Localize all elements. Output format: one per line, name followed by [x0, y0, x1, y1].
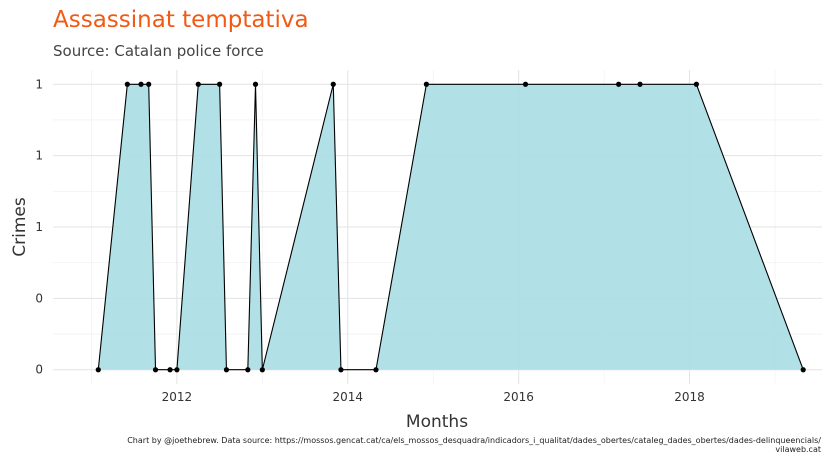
data-point — [195, 81, 201, 87]
data-point — [146, 81, 152, 87]
data-point — [800, 367, 806, 373]
data-point — [174, 367, 180, 373]
data-point — [124, 81, 130, 87]
x-tick-label: 2016 — [503, 390, 534, 404]
data-point — [616, 81, 622, 87]
data-point — [693, 81, 699, 87]
series-line — [97, 83, 804, 371]
y-tick-label: 1 — [35, 220, 43, 234]
y-axis-title: Crimes — [10, 197, 30, 257]
x-tick-labels: 2012 2014 2016 2018 — [162, 390, 705, 404]
data-point — [138, 81, 144, 87]
caption-site: vilaweb.cat — [775, 445, 821, 454]
chart-subtitle: Source: Catalan police force — [53, 42, 264, 60]
x-axis-title: Months — [406, 412, 468, 432]
data-point — [637, 81, 643, 87]
x-tick-label: 2018 — [674, 390, 705, 404]
data-point — [259, 367, 265, 373]
data-point — [223, 367, 230, 373]
points-layer — [95, 81, 806, 373]
y-tick-label: 0 — [35, 363, 43, 377]
y-tick-label: 1 — [35, 77, 43, 91]
data-point — [330, 81, 336, 87]
chart-title: Assassinat temptativa — [53, 7, 309, 33]
data-point — [423, 81, 429, 87]
data-point — [245, 367, 251, 373]
y-tick-labels: 0 0 1 1 1 — [35, 77, 43, 376]
data-point — [373, 367, 379, 373]
y-tick-label: 0 — [35, 291, 43, 305]
data-point — [522, 81, 529, 87]
x-tick-label: 2014 — [333, 390, 364, 404]
y-tick-label: 1 — [35, 149, 43, 163]
data-point — [95, 367, 101, 373]
chart-caption: Chart by @joethebrew. Data source: https… — [127, 436, 821, 454]
data-point — [152, 367, 159, 373]
caption-source: Chart by @joethebrew. Data source: https… — [127, 436, 821, 445]
area-layer — [97, 83, 804, 371]
data-point — [252, 81, 259, 87]
data-point — [167, 367, 173, 373]
area-fill — [98, 84, 804, 370]
x-tick-label: 2012 — [162, 390, 193, 404]
data-point — [217, 81, 223, 87]
data-point — [338, 367, 344, 373]
